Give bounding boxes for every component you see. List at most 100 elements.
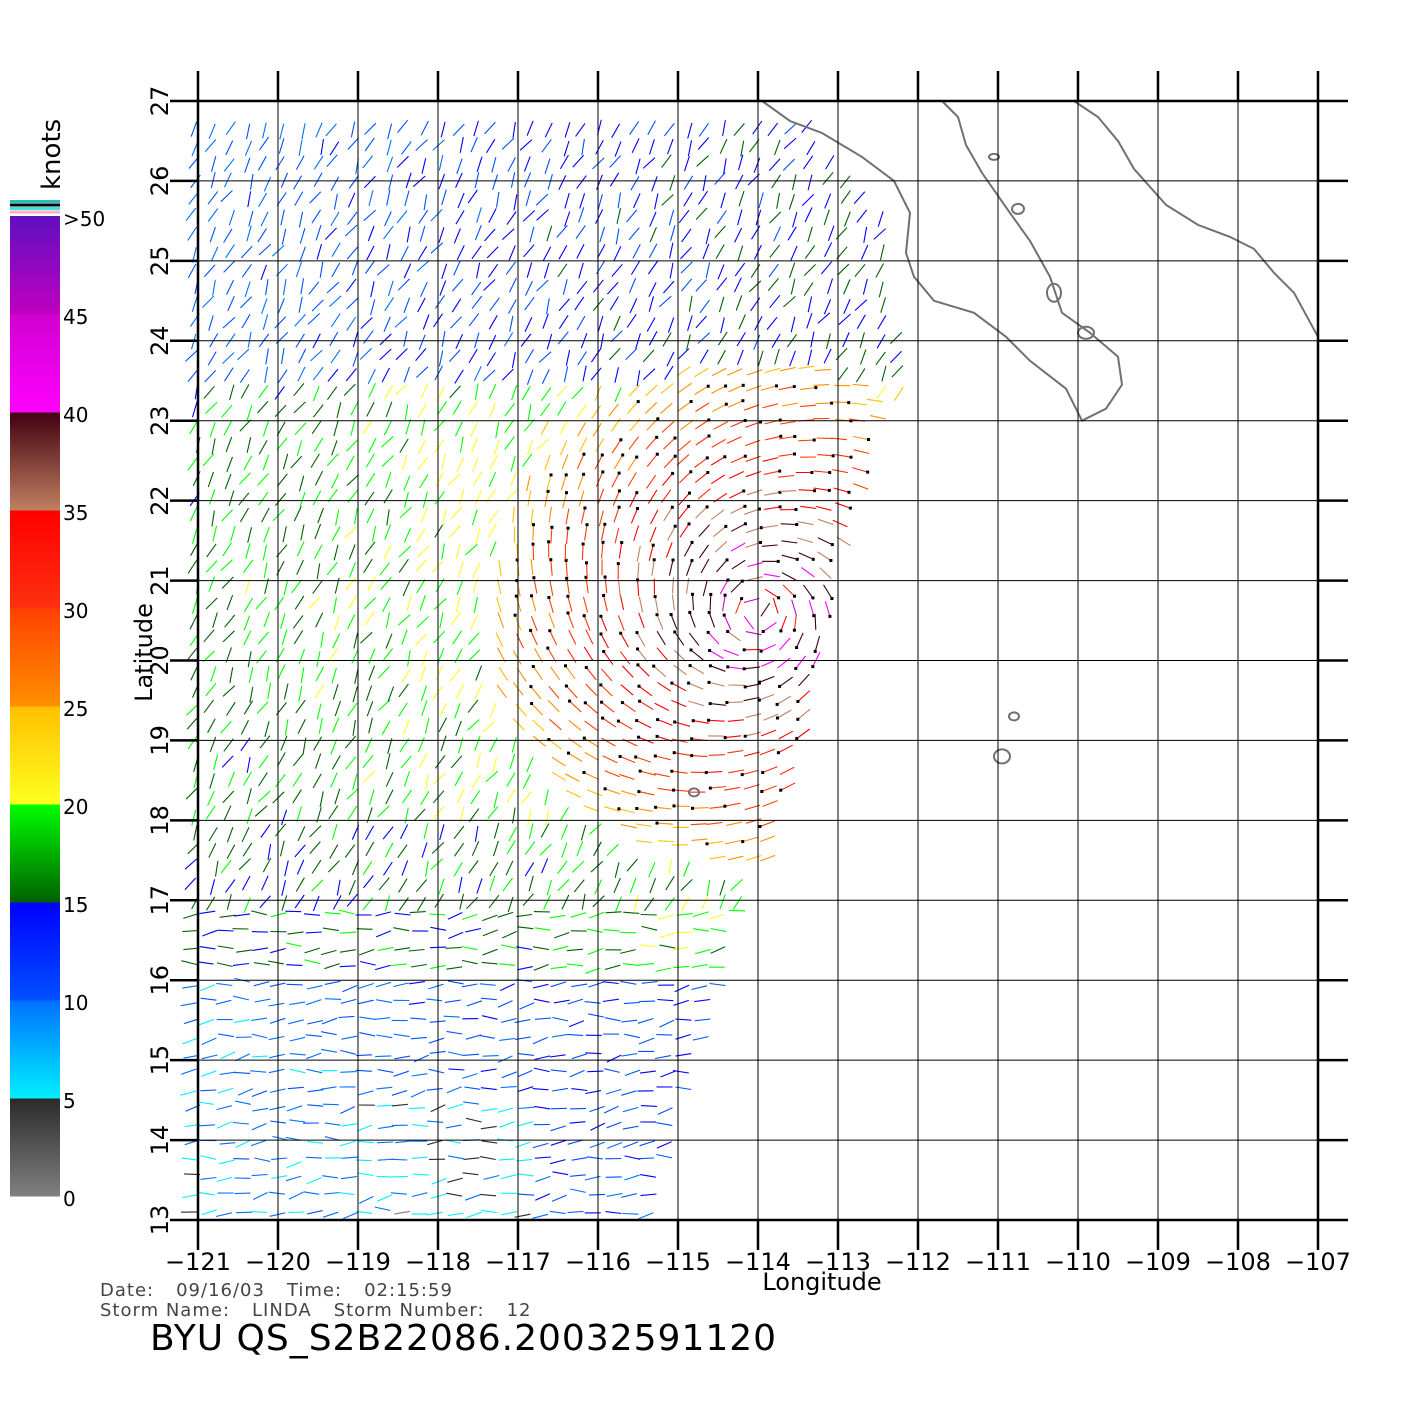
wind-vector [684, 862, 690, 877]
wind-vector [585, 721, 598, 731]
wind-vector [738, 210, 742, 225]
island-outline [994, 749, 1010, 763]
wind-vector [403, 719, 409, 734]
wind-vector [778, 710, 792, 718]
wind-vector [383, 827, 393, 839]
wind-vector [332, 440, 337, 455]
rain-flag-dot [832, 454, 835, 457]
wind-vector [341, 1036, 357, 1039]
wind-vector [347, 298, 359, 309]
wind-vector [439, 718, 447, 732]
wind-vector [465, 1195, 480, 1201]
wind-vector [529, 876, 533, 891]
wind-vector [301, 525, 304, 541]
wind-vector [401, 756, 411, 768]
wind-vector [442, 544, 445, 560]
legend-tick-label: 20 [63, 795, 88, 819]
wind-vector [467, 1212, 482, 1217]
wind-vector [673, 966, 689, 967]
wind-vector [454, 826, 464, 839]
rain-flag-dot [795, 523, 798, 526]
wind-vector [549, 598, 553, 613]
wind-vector [749, 281, 761, 292]
wind-vector [263, 421, 268, 436]
wind-vector [206, 897, 214, 911]
wind-vector [577, 841, 583, 856]
wind-vector [475, 736, 480, 751]
wind-vector [252, 1175, 268, 1176]
wind-vector [656, 1155, 672, 1158]
wind-vector [650, 227, 656, 242]
wind-vector [525, 172, 531, 187]
wind-vector [416, 880, 426, 892]
wind-vector [692, 756, 708, 757]
wind-vector [745, 684, 761, 687]
wind-vector [565, 122, 570, 137]
wind-vector [382, 368, 389, 382]
wind-vector [271, 913, 287, 917]
wind-vector [791, 246, 797, 261]
wind-vector [698, 489, 710, 499]
wind-vector [221, 1052, 236, 1059]
wind-vector [481, 1069, 497, 1071]
wind-vector [282, 630, 287, 645]
wind-vector [651, 510, 658, 524]
wind-vector [723, 120, 726, 136]
wind-vector [368, 577, 376, 591]
wind-vector [534, 965, 549, 971]
rain-flag-dot [744, 735, 747, 738]
wind-vector [860, 332, 864, 348]
rain-flag-dot [530, 702, 533, 705]
wind-vector [657, 648, 667, 660]
wind-vector [237, 349, 249, 360]
wind-vector [570, 701, 582, 712]
wind-vector [595, 455, 602, 469]
wind-vector [679, 210, 689, 223]
wind-vector [294, 507, 301, 522]
rain-flag-dot [726, 558, 729, 561]
wind-vector [636, 159, 640, 174]
wind-vector [402, 142, 412, 155]
wind-vector [628, 402, 639, 414]
wind-vector [369, 190, 373, 206]
wind-vector [183, 931, 199, 932]
wind-vector [714, 422, 728, 430]
wind-vector [247, 405, 252, 420]
rain-flag-dot [621, 454, 624, 457]
wind-vector [344, 384, 355, 396]
wind-vector [770, 245, 780, 258]
wind-vector [586, 684, 597, 696]
wind-vector [307, 1021, 323, 1025]
wind-vector [851, 403, 867, 405]
rain-flag-dot [671, 506, 674, 509]
wind-vector [346, 578, 356, 591]
rain-flag-dot [600, 701, 603, 704]
wind-vector [764, 471, 780, 474]
wind-vector [854, 450, 870, 454]
wind-vector [360, 1017, 376, 1019]
wind-vector [572, 861, 584, 872]
wind-vector [325, 981, 341, 984]
wind-vector [746, 819, 761, 824]
wind-vector [798, 522, 814, 525]
rain-flag-dot [603, 523, 606, 526]
wind-vector [702, 894, 708, 909]
rain-flag-dot [724, 385, 727, 388]
wind-vector [584, 597, 588, 613]
rain-flag-dot [602, 541, 605, 544]
rain-flag-dot [706, 842, 709, 845]
wind-vector [328, 649, 337, 662]
wind-vector [623, 912, 639, 913]
wind-vector [323, 1104, 339, 1105]
wind-vector [532, 596, 536, 611]
wind-vector [678, 402, 691, 412]
legend-tick-label: 15 [63, 893, 88, 917]
wind-vector [596, 472, 603, 487]
date-value: 09/16/03 [176, 1280, 265, 1301]
wind-vector [460, 137, 463, 153]
wind-vector [293, 790, 302, 804]
wind-vector [674, 753, 690, 756]
wind-vector [764, 492, 780, 495]
wind-vector [193, 402, 198, 417]
wind-vector [537, 280, 549, 291]
